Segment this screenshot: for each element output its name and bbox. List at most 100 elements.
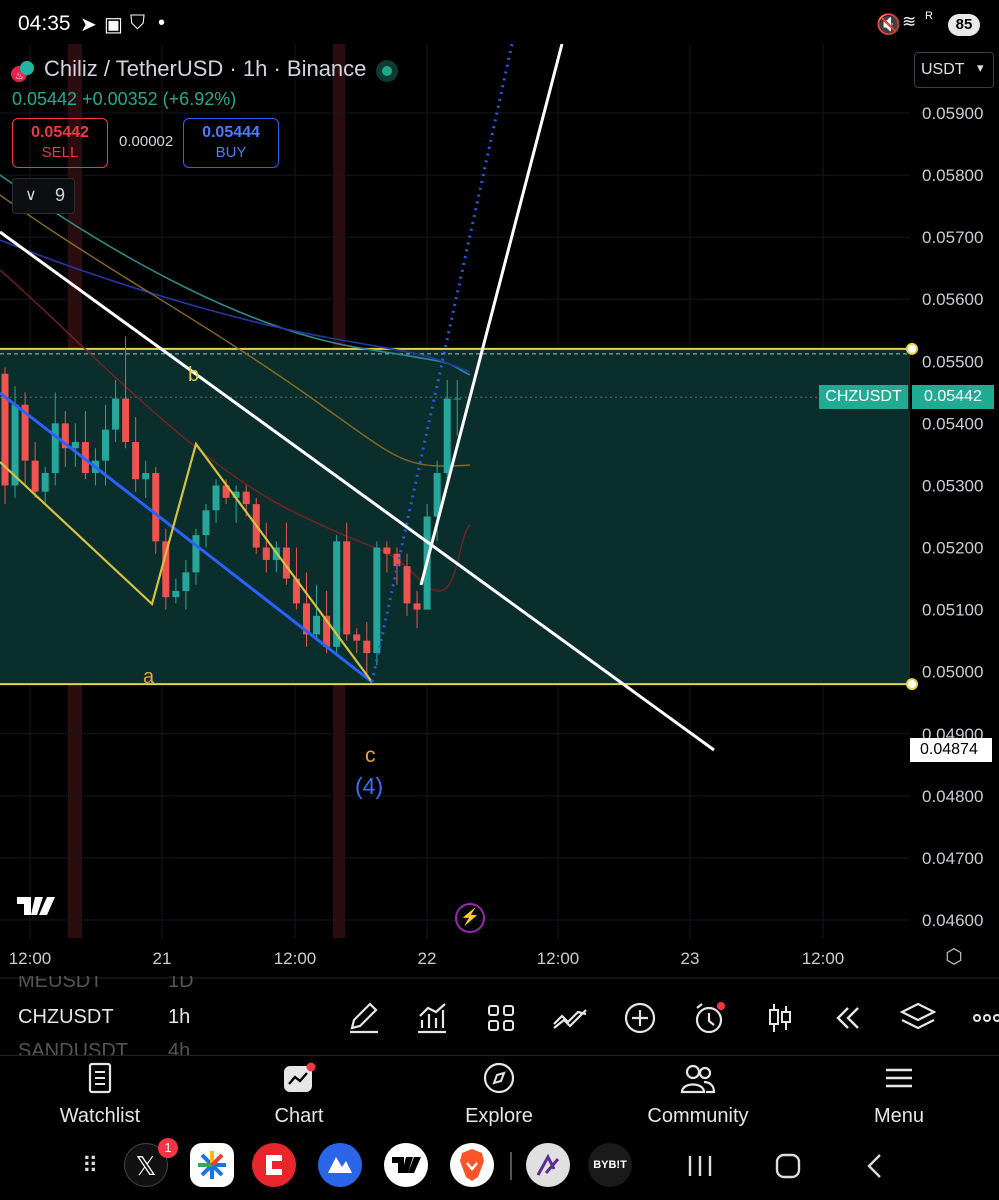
- pencil-icon[interactable]: [346, 1000, 382, 1036]
- tradingview-logo-icon: [17, 893, 63, 919]
- candle-body: [303, 603, 310, 635]
- list-item[interactable]: CHZUSDT 1h: [18, 1006, 190, 1029]
- candle-body: [262, 547, 270, 560]
- candle-body: [31, 460, 39, 492]
- candle-body: [152, 473, 160, 542]
- alarm-icon[interactable]: [691, 1000, 727, 1036]
- price-tick-label: 0.04600: [922, 911, 983, 930]
- candle-body: [122, 398, 130, 443]
- time-tick-label: 21: [153, 949, 172, 968]
- change-value: +0.00352 (+6.92%): [82, 89, 237, 109]
- price-tick-label: 0.05200: [922, 539, 983, 558]
- nav-chart[interactable]: Chart: [229, 1062, 369, 1128]
- symbol-title[interactable]: Chiliz / TetherUSD · 1h · Binance: [44, 56, 367, 81]
- zone-handle: [906, 342, 918, 355]
- multicolor-app-icon[interactable]: [190, 1143, 234, 1187]
- price-tick-label: 0.05700: [922, 228, 983, 247]
- wave-label-b: b: [188, 364, 200, 386]
- list-item[interactable]: SANDUSDT 4h: [18, 1040, 190, 1056]
- candle-body: [433, 473, 441, 517]
- time-tick-label: 12:00: [802, 949, 845, 968]
- compare-icon[interactable]: [552, 1000, 588, 1036]
- app-drawer-icon[interactable]: ⠿: [81, 1153, 99, 1178]
- brave-app-icon[interactable]: [450, 1143, 494, 1187]
- indicators-toggle-button[interactable]: ∨ 9: [12, 178, 75, 214]
- nav-watchlist[interactable]: Watchlist: [30, 1062, 170, 1128]
- time-tick-label: 22: [418, 949, 437, 968]
- currency-label: USDT: [921, 61, 965, 78]
- candle-body: [363, 640, 371, 654]
- back-icon[interactable]: [858, 1150, 894, 1182]
- chevron-down-icon: ∨: [25, 187, 37, 204]
- candle-body: [41, 473, 49, 492]
- indicators-icon[interactable]: [414, 1000, 450, 1036]
- home-icon[interactable]: [770, 1150, 806, 1182]
- recents-icon[interactable]: [682, 1150, 718, 1182]
- compass-icon: [483, 1062, 515, 1094]
- candle-body: [1, 373, 9, 486]
- trading-app-icon[interactable]: [526, 1143, 570, 1187]
- bybit-app-icon[interactable]: BYB!T: [588, 1143, 632, 1187]
- price-change: 0.05442 +0.00352 (+6.92%): [12, 89, 236, 110]
- watchlist-strip[interactable]: MEUSDT 1D CHZUSDT 1h SANDUSDT 4h: [0, 976, 330, 1056]
- screenshot-icon: ▣: [104, 14, 123, 36]
- community-icon: [680, 1064, 716, 1094]
- layers-icon[interactable]: [900, 1000, 936, 1036]
- axis-settings-icon[interactable]: ⬡: [945, 946, 963, 968]
- candle-body: [112, 398, 120, 430]
- candle-body: [51, 423, 59, 474]
- candle-body: [61, 423, 69, 449]
- zone-handle: [906, 678, 918, 691]
- candle-body: [162, 541, 170, 598]
- candle-body: [393, 553, 401, 567]
- nav-chart-label: Chart: [274, 1105, 324, 1127]
- dot-icon: •: [158, 12, 166, 34]
- buy-button[interactable]: 0.05444 BUY: [183, 118, 279, 168]
- currency-select[interactable]: USDT ▾: [914, 52, 994, 88]
- watchlist-icon: [88, 1062, 112, 1094]
- list-item-symbol: CHZUSDT: [18, 1006, 114, 1028]
- projection-line: [419, 44, 564, 586]
- plus-icon[interactable]: [622, 1000, 658, 1036]
- ma-line: [0, 239, 471, 373]
- price-tick-label: 0.05000: [922, 663, 983, 682]
- price-tick-label: 0.05900: [922, 104, 983, 123]
- shield-icon: ⛉: [130, 12, 145, 34]
- candle-body: [182, 572, 190, 591]
- telegram-icon: ➤: [80, 14, 97, 36]
- candle-body: [232, 491, 240, 498]
- list-item[interactable]: MEUSDT 1D: [18, 976, 194, 993]
- market-status-icon[interactable]: [376, 60, 398, 82]
- candle-body: [192, 535, 200, 573]
- caret-down-icon: ▾: [977, 60, 984, 75]
- grid-icon[interactable]: [483, 1000, 519, 1036]
- exchange-app-icon[interactable]: [252, 1143, 296, 1187]
- list-item-interval: 4h: [168, 1040, 191, 1056]
- candle-body: [292, 578, 300, 604]
- nav-community[interactable]: Community: [628, 1062, 768, 1128]
- price-tick-label: 0.04800: [922, 787, 983, 806]
- lightning-icon[interactable]: ⚡: [455, 903, 485, 933]
- candle-body: [333, 541, 341, 647]
- nav-menu[interactable]: Menu: [829, 1062, 969, 1128]
- x-app-badge: 1: [158, 1138, 178, 1158]
- sell-button[interactable]: 0.05442 SELL: [12, 118, 108, 168]
- sell-price: 0.05442: [31, 124, 89, 141]
- nav-explore-label: Explore: [465, 1105, 533, 1127]
- price-tick-label: 0.05300: [922, 476, 983, 495]
- time-tick-label: 12:00: [9, 949, 52, 968]
- price-tick-label: 0.05400: [922, 414, 983, 433]
- candles-icon[interactable]: [762, 1000, 798, 1036]
- chart-icon: [284, 1062, 316, 1092]
- candle-body: [21, 404, 29, 461]
- nav-watchlist-label: Watchlist: [59, 1105, 141, 1127]
- time-tick-label: 23: [681, 949, 700, 968]
- price-chart[interactable]: 0.05900 0.05800 0.05700 0.05600 0.05500 0.054…: [0, 44, 999, 984]
- svg-text:♨: ♨: [15, 71, 24, 82]
- price-tick-label: 0.05500: [922, 352, 983, 371]
- replay-icon[interactable]: [830, 1000, 866, 1036]
- blue-app-icon[interactable]: [318, 1143, 362, 1187]
- more-icon[interactable]: [970, 1000, 999, 1036]
- tradingview-app-icon[interactable]: [384, 1143, 428, 1187]
- nav-explore[interactable]: Explore: [429, 1062, 569, 1128]
